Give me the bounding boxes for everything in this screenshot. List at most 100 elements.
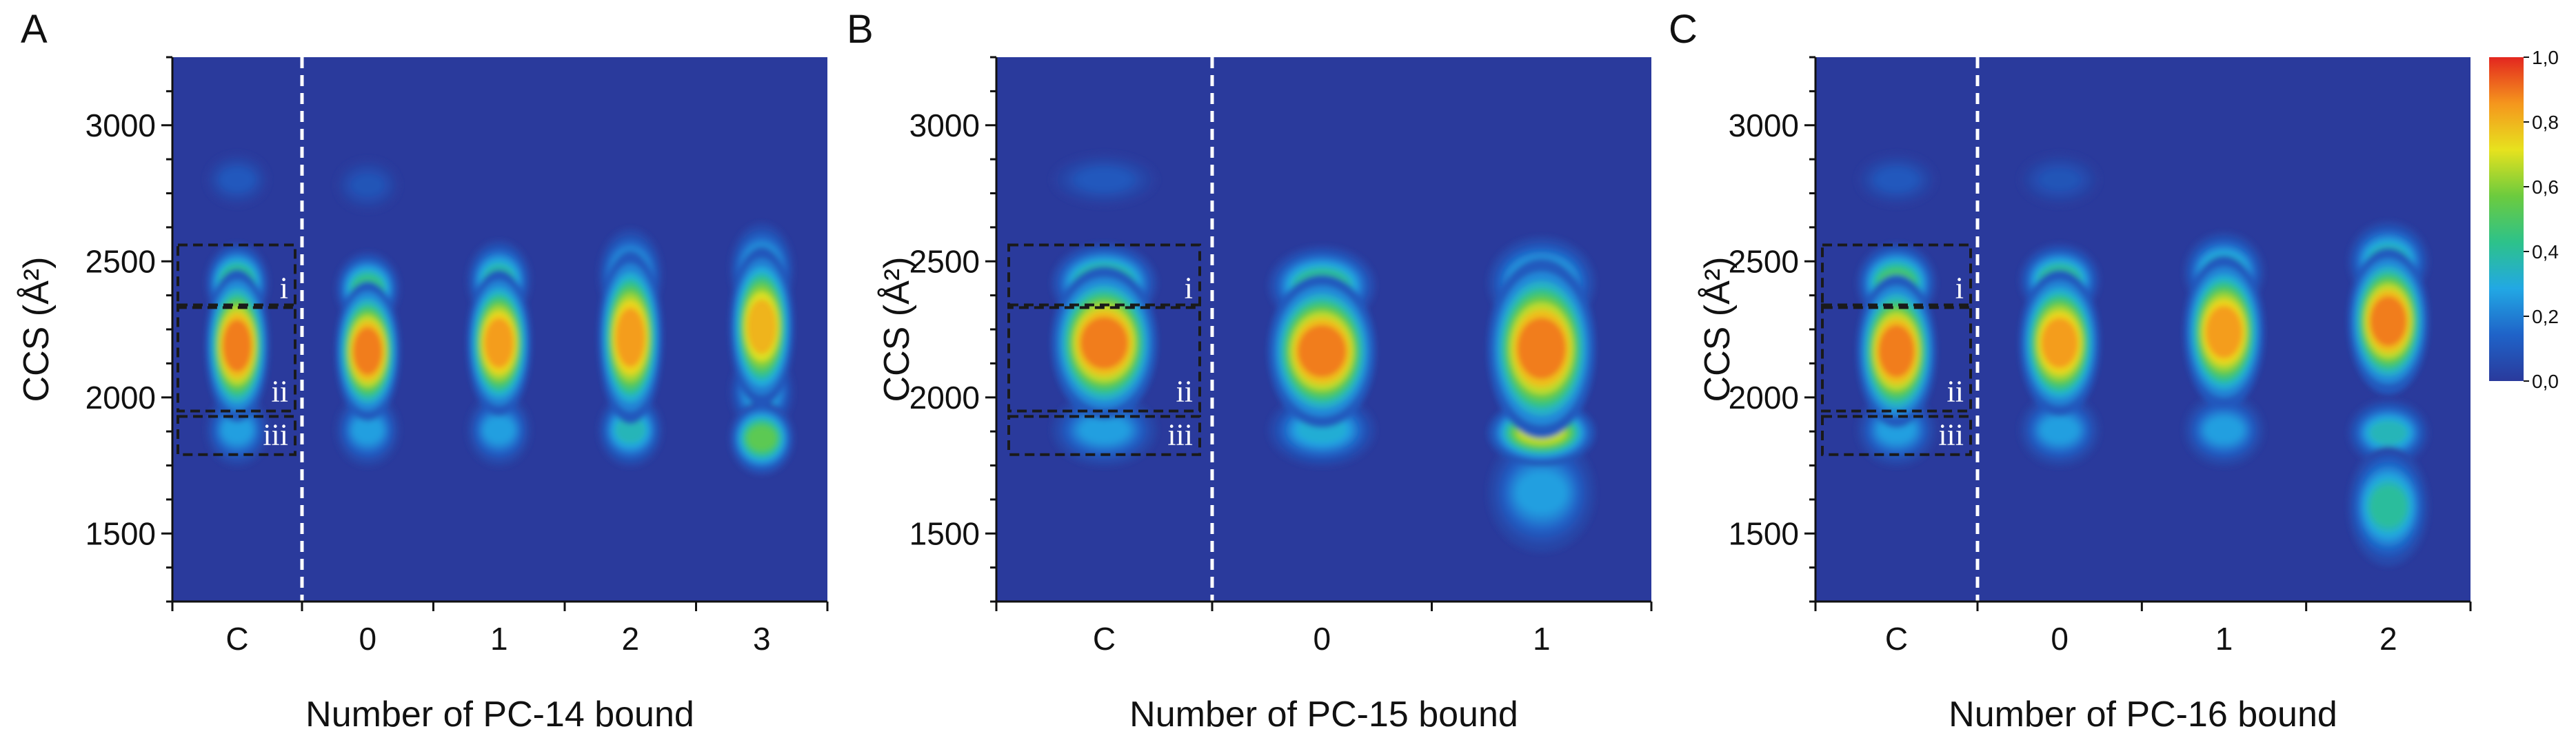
heatmap-column-C	[205, 153, 270, 467]
intensity-peak	[616, 307, 645, 367]
region-box-iii	[177, 415, 296, 456]
y-tick-label: 1500	[1729, 515, 1799, 551]
colorbar: 1,0 0,8 0,6 0,4 0,2 0,0	[2489, 47, 2559, 392]
x-axis-title: Number of PC-15 bound	[1129, 695, 1518, 735]
y-tick-label: 2000	[909, 380, 980, 415]
heatmap-columns	[1051, 153, 1596, 553]
colorbar-gradient	[2489, 57, 2524, 381]
y-tick-label: 3000	[1729, 107, 1799, 143]
intensity-peak	[353, 176, 383, 194]
region-box-i	[1007, 243, 1201, 309]
region-label-iii: iii	[1938, 418, 1964, 452]
intensity-peak	[1080, 170, 1128, 189]
panel-letter: A	[21, 7, 48, 52]
x-tick-label: 3	[753, 621, 771, 657]
y-tick-label: 2500	[85, 243, 156, 279]
y-tick-label: 1500	[909, 515, 980, 551]
region-box-iii	[1007, 415, 1201, 456]
colorbar-tick-label: 0,2	[2532, 306, 2559, 327]
x-tick-label: 0	[2051, 621, 2069, 657]
intensity-peak	[1080, 418, 1128, 443]
region-label-iii: iii	[1167, 418, 1193, 452]
region-label-ii: ii	[1947, 375, 1964, 409]
intensity-peak	[616, 418, 645, 443]
heatmap-column-2	[2348, 221, 2429, 566]
x-tick-label: 1	[490, 621, 508, 657]
heatmap-column-1	[466, 240, 532, 467]
y-tick-label: 1500	[85, 515, 156, 551]
x-tick-label: C	[225, 621, 248, 657]
intensity-peak	[1517, 318, 1566, 380]
intensity-peak	[484, 318, 514, 369]
y-tick-label: 2500	[909, 243, 980, 279]
intensity-peak	[2206, 306, 2242, 358]
x-tick-label: C	[1093, 621, 1116, 657]
heatmap-column-1	[2184, 232, 2264, 467]
panel-letter: B	[847, 7, 874, 52]
intensity-peak	[747, 299, 776, 354]
region-box-ii	[1007, 303, 1201, 413]
region-label-i: i	[280, 271, 288, 305]
y-tick-label: 2000	[85, 380, 156, 415]
heatmap-column-0	[335, 158, 401, 467]
region-label-ii: ii	[272, 375, 288, 409]
intensity-peak	[1878, 325, 1915, 378]
x-tick-label: 0	[1313, 621, 1331, 657]
region-box-iii	[1821, 415, 1972, 456]
region-label-ii: ii	[1176, 375, 1193, 409]
intensity-peak	[223, 418, 252, 443]
y-axis-title: CCS (Å²)	[17, 257, 57, 402]
intensity-peak	[223, 170, 252, 189]
x-axis-title: Number of PC-16 bound	[1949, 695, 2337, 735]
heatmap-column-0	[2019, 153, 2100, 467]
x-tick-label: 2	[621, 621, 639, 657]
colorbar-tick-label: 1,0	[2532, 47, 2559, 68]
intensity-peak	[1298, 325, 1347, 378]
intensity-peak	[2370, 486, 2407, 527]
intensity-peak	[2206, 418, 2242, 443]
colorbar-tick-label: 0,0	[2532, 371, 2559, 392]
x-tick-label: C	[1885, 621, 1908, 657]
heatmap-column-2	[598, 228, 663, 467]
intensity-peak	[2041, 418, 2078, 443]
heatmap-column-1	[1487, 236, 1596, 553]
x-axis-title: Number of PC-14 bound	[305, 695, 694, 735]
y-axis-title: CCS (Å²)	[1698, 257, 1738, 402]
x-tick-label: 1	[2215, 621, 2233, 657]
intensity-peak	[223, 319, 252, 372]
region-label-i: i	[1185, 271, 1193, 305]
colorbar-tick-label: 0,4	[2532, 241, 2559, 263]
y-tick-label: 2000	[1729, 380, 1799, 415]
intensity-peak	[2041, 170, 2078, 189]
region-box-ii	[1821, 303, 1972, 413]
x-tick-label: 1	[1533, 621, 1551, 657]
panel-letter: C	[1669, 7, 1698, 52]
heatmap-columns	[205, 153, 794, 475]
y-axis-title: CCS (Å²)	[877, 257, 917, 402]
y-tick-label: 3000	[909, 107, 980, 143]
region-label-iii: iii	[263, 418, 288, 452]
y-tick-label: 2500	[1729, 243, 1799, 279]
intensity-peak	[353, 418, 383, 443]
colorbar-tick-label: 0,6	[2532, 176, 2559, 198]
heatmap-column-0	[1268, 245, 1376, 467]
intensity-peak	[1517, 472, 1566, 513]
y-tick-label: 3000	[85, 107, 156, 143]
intensity-peak	[2370, 421, 2407, 444]
region-label-i: i	[1955, 271, 1964, 305]
intensity-peak	[353, 327, 383, 376]
heatmap-columns	[1856, 153, 2429, 566]
region-box-ii	[177, 303, 296, 413]
x-tick-label: 2	[2379, 621, 2397, 657]
intensity-peak	[2041, 318, 2078, 369]
colorbar-tick-label: 0,8	[2532, 112, 2559, 133]
intensity-peak	[2370, 296, 2407, 347]
heatmap-column-3	[729, 223, 794, 475]
intensity-peak	[484, 418, 514, 443]
x-tick-label: 0	[359, 621, 376, 657]
heatmap-column-C	[1856, 153, 1937, 467]
